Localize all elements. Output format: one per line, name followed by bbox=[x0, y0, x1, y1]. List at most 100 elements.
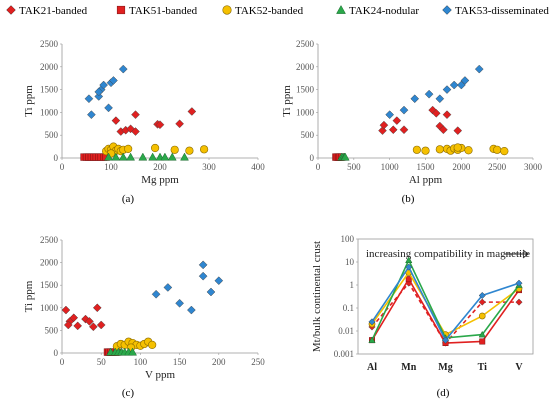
y-tick-label: 0 bbox=[310, 153, 315, 163]
x-tick-label: 250 bbox=[251, 357, 265, 367]
data-point bbox=[198, 271, 208, 281]
series-tak53-disseminated bbox=[385, 64, 484, 120]
y-tick-label: 2500 bbox=[296, 39, 315, 49]
legend-marker-tak52-banded bbox=[222, 5, 232, 15]
x-tick-label: 2500 bbox=[488, 162, 507, 172]
data-point bbox=[128, 347, 137, 356]
x-tick-label: 2000 bbox=[452, 162, 471, 172]
legend-label-tak53-disseminated: TAK53-disseminated bbox=[455, 5, 549, 17]
x-tick-label: 0 bbox=[60, 162, 65, 172]
y-tick-label: 1000 bbox=[40, 303, 59, 313]
data-point bbox=[131, 110, 140, 120]
series-tak21-banded bbox=[61, 303, 106, 332]
y-tick-label: 1000 bbox=[40, 107, 59, 117]
data-point bbox=[155, 120, 165, 130]
data-point bbox=[385, 110, 395, 120]
panel-c: 0 500 1000 1500 2000 2500 0 50 100 150 200 250 V ppm… bbox=[23, 235, 265, 399]
y-tick-label: 2000 bbox=[40, 62, 59, 72]
y-tick-label: 500 bbox=[45, 130, 59, 140]
data-point bbox=[464, 146, 473, 155]
data-point bbox=[63, 320, 73, 330]
data-point bbox=[131, 127, 140, 136]
legend-label-tak52-banded: TAK52-banded bbox=[235, 5, 304, 17]
data-point bbox=[94, 92, 104, 101]
series-tak52-banded bbox=[112, 337, 157, 352]
y-tick-label: 100 bbox=[341, 234, 355, 244]
data-point bbox=[104, 152, 113, 161]
data-point bbox=[442, 85, 452, 94]
data-point bbox=[180, 152, 189, 161]
data-point bbox=[187, 107, 197, 116]
data-point bbox=[515, 298, 523, 306]
y-tick-label: 0.001 bbox=[334, 349, 354, 359]
data-point bbox=[412, 145, 422, 154]
y-tick-label: 1500 bbox=[40, 280, 59, 290]
x-tick-label: 100 bbox=[104, 162, 118, 172]
data-point bbox=[84, 94, 94, 104]
series-tak21-banded bbox=[111, 107, 197, 136]
y-tick-label: 10 bbox=[345, 257, 355, 267]
panel-label: (c) bbox=[122, 387, 135, 399]
data-point bbox=[453, 126, 463, 135]
data-point bbox=[104, 103, 113, 113]
data-point bbox=[160, 152, 170, 161]
annotation-arrow-head bbox=[522, 249, 529, 259]
y-tick-label: 500 bbox=[45, 325, 59, 335]
series-tak24-nodular bbox=[104, 152, 189, 161]
series-tak53-disseminated bbox=[84, 64, 128, 120]
x-tick-label: 100 bbox=[134, 357, 148, 367]
panel-label: (b) bbox=[402, 193, 415, 205]
data-point bbox=[478, 312, 486, 320]
series-tak24-nodular bbox=[337, 152, 350, 161]
y-tick-label: 0 bbox=[54, 348, 59, 358]
legend-label-tak24-nodular: TAK24-nodular bbox=[349, 5, 419, 17]
legend-item-tak24-nodular: TAK24-nodular bbox=[336, 4, 419, 17]
x-axis-label: V ppm bbox=[145, 369, 175, 381]
category-label-mg: Mg bbox=[438, 362, 452, 373]
y-tick-label: 1500 bbox=[296, 85, 315, 95]
legend-item-tak21-banded: TAK21-banded bbox=[6, 5, 88, 17]
series-line bbox=[371, 258, 520, 341]
data-point bbox=[399, 125, 409, 135]
x-axis-label: Mg ppm bbox=[141, 174, 179, 186]
series-tak24-nodular bbox=[106, 347, 137, 356]
y-axis-label: Ti ppm bbox=[23, 85, 35, 117]
data-point bbox=[111, 152, 121, 161]
legend-item-tak51-banded: TAK51-banded bbox=[116, 5, 198, 17]
data-point bbox=[126, 152, 136, 161]
y-tick-label: 0.1 bbox=[343, 303, 354, 313]
data-point bbox=[118, 64, 128, 74]
annotation-text: increasing compatibility in magnetite bbox=[366, 248, 530, 260]
data-point bbox=[441, 336, 450, 344]
y-axis-label: Ti ppm bbox=[281, 85, 293, 117]
y-tick-label: 2000 bbox=[296, 62, 315, 72]
data-point bbox=[163, 283, 173, 292]
data-point bbox=[124, 144, 133, 153]
legend-label-tak21-banded: TAK21-banded bbox=[19, 5, 88, 17]
data-point bbox=[198, 260, 208, 270]
x-tick-label: 1000 bbox=[381, 162, 400, 172]
x-tick-label: 300 bbox=[202, 162, 216, 172]
legend-marker-tak21-banded bbox=[6, 5, 16, 15]
legend-item-tak53-disseminated: TAK53-disseminated bbox=[442, 5, 549, 17]
data-point bbox=[424, 89, 434, 99]
data-point bbox=[405, 256, 413, 263]
data-point bbox=[435, 94, 445, 104]
data-point bbox=[493, 145, 502, 154]
data-point bbox=[85, 317, 94, 326]
data-point bbox=[479, 338, 486, 345]
x-tick-label: 400 bbox=[251, 162, 265, 172]
y-axis-label: Ti ppm bbox=[23, 280, 35, 312]
y-tick-label: 2500 bbox=[40, 39, 59, 49]
data-point bbox=[340, 152, 350, 161]
series-tak52-banded bbox=[412, 143, 509, 156]
legend-label-tak51-banded: TAK51-banded bbox=[129, 5, 198, 17]
data-point bbox=[368, 336, 376, 343]
data-point bbox=[148, 340, 157, 349]
x-tick-label: 0 bbox=[60, 357, 65, 367]
data-point bbox=[214, 276, 224, 286]
data-point bbox=[405, 276, 412, 283]
panel-d: 0.001 0.01 0.1 1 10 100 Al Mn Mg Ti V Mt/bulk conti… bbox=[311, 234, 534, 399]
legend-marker-tak24-nodular bbox=[336, 4, 346, 14]
y-axis-label: Mt/bulk continental crust bbox=[311, 241, 323, 352]
